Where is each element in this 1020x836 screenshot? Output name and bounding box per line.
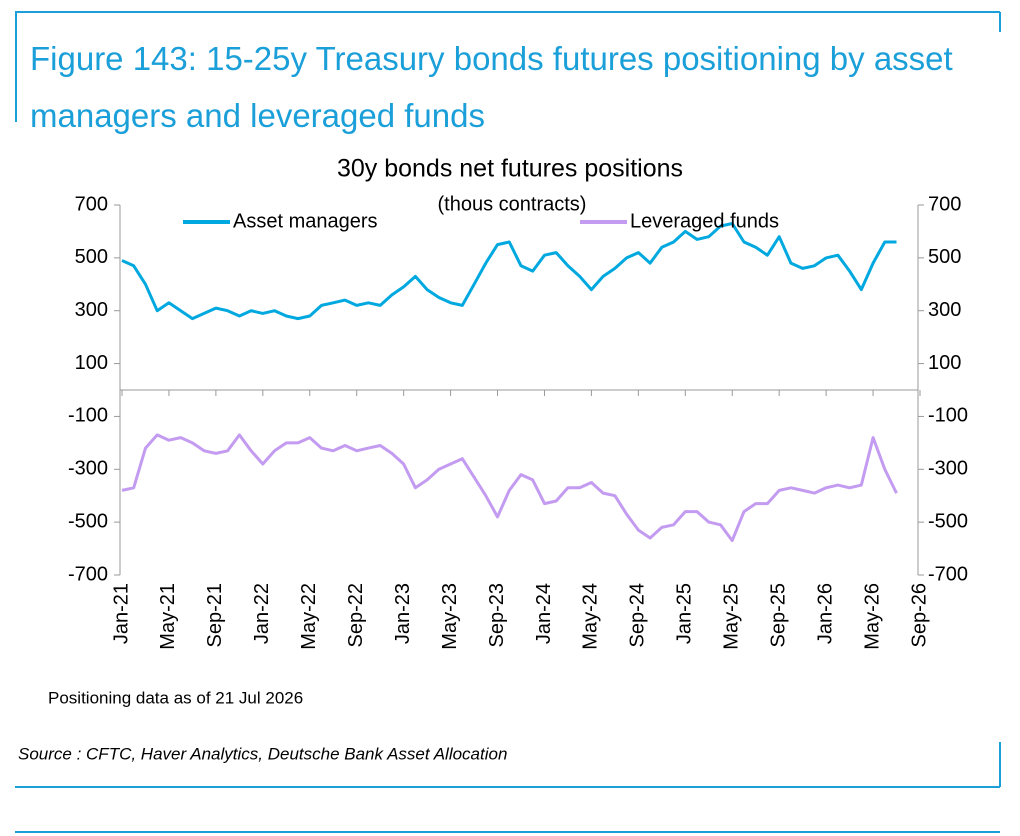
x-tick-label: Sep-24	[627, 583, 649, 648]
y-tick-label: 700	[75, 193, 108, 215]
y-tick-label: 500	[75, 246, 108, 268]
figure-title: Figure 143: 15-25y Treasury bonds future…	[30, 40, 953, 134]
y-tick-label: 300	[75, 299, 108, 321]
y2-tick-label: -300	[928, 458, 968, 480]
y2-tick-label: 700	[928, 193, 961, 215]
y-tick-label: -100	[68, 405, 108, 427]
x-tick-label: Jan-26	[814, 583, 836, 644]
y2-tick-label: 300	[928, 299, 961, 321]
note: Positioning data as of 21 Jul 2026	[48, 688, 303, 707]
x-tick-label: May-25	[721, 583, 743, 650]
x-tick-label: May-24	[580, 583, 602, 650]
y2-tick-label: 100	[928, 352, 961, 374]
x-tick-label: May-22	[298, 583, 320, 650]
y2-tick-label: -100	[928, 405, 968, 427]
x-tick-label: Sep-22	[345, 583, 367, 648]
y2-tick-label: -500	[928, 510, 968, 532]
chart-subtitle: (thous contracts)	[438, 193, 587, 215]
y2-tick-label: -700	[928, 563, 968, 585]
source: Source : CFTC, Haver Analytics, Deutsche…	[18, 744, 507, 763]
x-tick-label: Sep-23	[486, 583, 508, 648]
x-tick-label: Jan-22	[251, 583, 273, 644]
x-tick-label: May-26	[861, 583, 883, 650]
x-tick-label: Jan-24	[533, 583, 555, 644]
legend-label: Asset managers	[233, 210, 378, 232]
x-tick-label: May-23	[439, 583, 461, 650]
x-tick-label: May-21	[157, 583, 179, 650]
chart-title: 30y bonds net futures positions	[337, 155, 683, 183]
x-tick-label: Jan-23	[392, 583, 414, 644]
y-tick-label: -700	[68, 563, 108, 585]
x-tick-label: Jan-25	[674, 583, 696, 644]
y-tick-label: 100	[75, 352, 108, 374]
y-tick-label: -300	[68, 458, 108, 480]
y2-tick-label: 500	[928, 246, 961, 268]
x-tick-label: Sep-26	[908, 583, 930, 648]
x-tick-label: Sep-21	[204, 583, 226, 648]
x-tick-label: Jan-21	[110, 583, 132, 644]
legend-label: Leveraged funds	[630, 210, 779, 232]
y-tick-label: -500	[68, 510, 108, 532]
data-line	[121, 222, 897, 321]
x-tick-label: Sep-25	[767, 583, 789, 648]
data-line	[121, 433, 898, 543]
